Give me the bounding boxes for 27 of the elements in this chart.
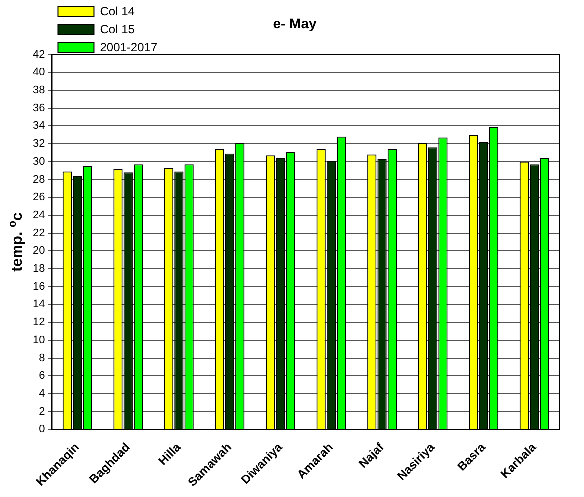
y-tick-label: 36 [32,102,46,114]
y-tick-label: 38 [32,84,46,97]
y-tick-label: 14 [32,298,46,311]
y-tick-label: 20 [32,245,46,258]
legend-label: Col 15 [100,22,136,36]
y-tick-label: 22 [32,227,46,240]
y-tick-label: 0 [39,424,46,436]
y-tick-label: 10 [32,334,46,346]
y-tick-label: 40 [32,66,46,79]
y-tick-label: 8 [39,352,46,364]
y-tick-label: 4 [39,388,46,400]
y-tick-label: 34 [32,120,46,132]
y-axis-title: temp. oc [7,212,26,272]
y-tick-label: 28 [32,174,46,186]
y-tick-label: 12 [32,316,46,329]
y-tick-label: 42 [32,48,46,61]
y-tick-label: 18 [32,263,46,276]
y-tick-label: 30 [32,156,46,168]
y-tick-label: 16 [32,280,46,293]
chart-title: e- May [273,15,317,32]
legend-label: Col 14 [100,4,136,18]
y-tick-label: 2 [39,406,46,418]
legend-label: 2001-2017 [100,40,158,54]
y-tick-label: 6 [39,370,46,382]
y-tick-label: 32 [32,138,46,150]
y-tick-label: 24 [32,209,46,222]
y-tick-label: 26 [32,192,46,204]
